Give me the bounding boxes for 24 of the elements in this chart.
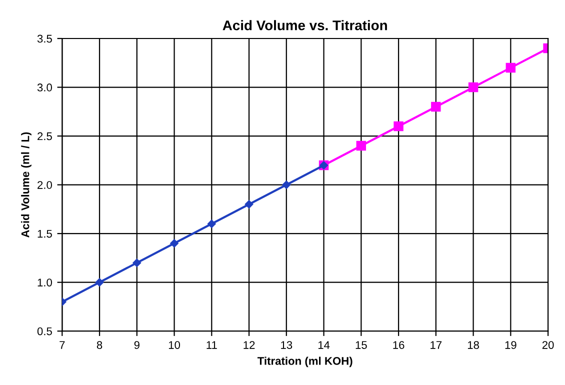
x-tick-label: 20 — [542, 341, 554, 349]
y-axis-title: Acid Volume (ml / L) — [21, 132, 32, 238]
x-tick-label: 8 — [96, 341, 102, 349]
x-tick-label: 13 — [281, 341, 292, 349]
x-tick-label: 12 — [244, 341, 255, 349]
y-tick-label: 3.0 — [37, 84, 52, 92]
x-tick-label: 11 — [206, 341, 217, 349]
y-tick-label: 1.5 — [38, 230, 52, 238]
x-tick-label: 15 — [356, 341, 367, 349]
chart-title: Acid Volume vs. Titration — [222, 20, 387, 30]
y-tick-label: 0.5 — [37, 327, 52, 336]
x-tick-label: 14 — [318, 341, 330, 349]
x-tick-label: 7 — [60, 341, 65, 349]
x-tick-label: 17 — [430, 341, 442, 349]
x-tick-label: 19 — [505, 341, 516, 349]
y-tick-label: 2.0 — [38, 181, 52, 189]
x-tick-label: 16 — [393, 341, 404, 349]
x-tick-label: 10 — [168, 341, 180, 349]
y-tick-label: 3.5 — [37, 34, 52, 43]
y-tick-label: 1.0 — [38, 278, 52, 286]
x-tick-label: 18 — [468, 341, 479, 349]
y-tick-label: 2.5 — [38, 132, 52, 140]
x-axis-title: Titration (ml KOH) — [257, 356, 352, 368]
x-tick-label: 9 — [134, 341, 140, 349]
